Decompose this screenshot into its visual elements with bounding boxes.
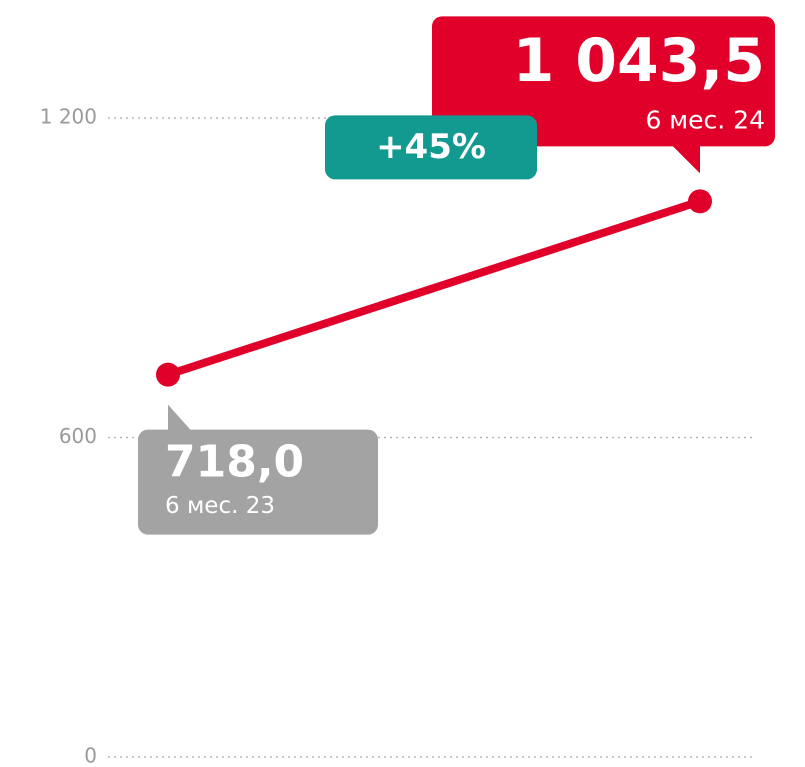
y-tick-label: 1 200 [40, 105, 97, 129]
value-label: 718,0 [165, 437, 304, 488]
value-label: 1 043,5 [513, 26, 765, 96]
line [164, 197, 704, 379]
badge [325, 115, 537, 180]
annotation: +45% [376, 127, 486, 167]
callout [432, 16, 775, 147]
point [156, 362, 180, 387]
category-label: 6 мес. 23 [165, 493, 275, 519]
category-label: 6 мес. 24 [645, 105, 765, 134]
callout [138, 429, 378, 535]
y-tick-label: 0 [84, 744, 97, 767]
callout-tail [670, 143, 700, 174]
y-tick-label: 600 [59, 424, 97, 448]
callout-tail [168, 404, 193, 433]
point [688, 189, 712, 214]
